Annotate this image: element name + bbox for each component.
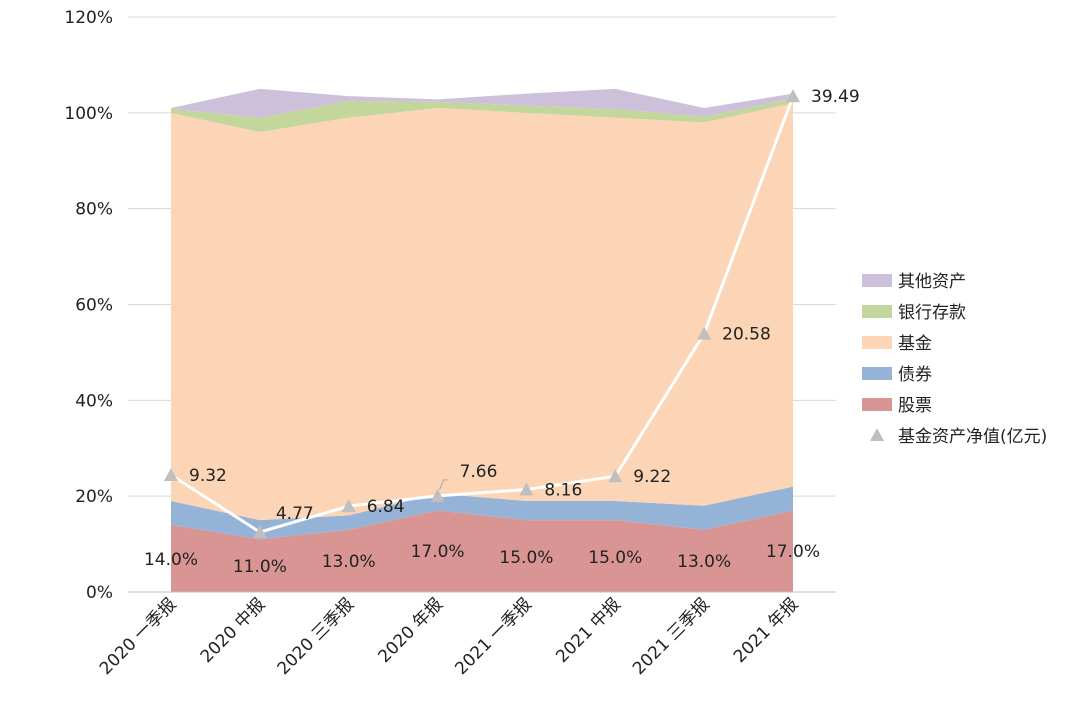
stock-data-label: 14.0% xyxy=(144,550,198,570)
legend-swatch xyxy=(862,336,892,349)
y-tick-label: 100% xyxy=(64,104,113,124)
nav-marker xyxy=(519,482,534,496)
y-tick-label: 0% xyxy=(86,583,113,603)
x-tick-label: 2021 三季报 xyxy=(629,594,714,679)
legend-swatch xyxy=(862,274,892,287)
legend-swatch xyxy=(862,305,892,318)
legend-label: 债券 xyxy=(898,365,932,385)
legend-label: 基金资产净值(亿元) xyxy=(898,427,1047,447)
x-tick-label: 2021 中报 xyxy=(552,594,625,667)
area-series-4 xyxy=(171,88,793,118)
y-tick-label: 40% xyxy=(75,391,113,411)
x-tick-label: 2020 一季报 xyxy=(96,594,181,679)
nav-marker xyxy=(430,488,445,502)
legend-swatch xyxy=(862,398,892,411)
legend-marker xyxy=(870,428,884,441)
leader-line xyxy=(439,479,448,491)
stock-data-label: 17.0% xyxy=(411,542,465,562)
legend-label: 股票 xyxy=(898,396,932,416)
x-tick-label: 2020 三季报 xyxy=(274,594,359,679)
legend-label: 银行存款 xyxy=(898,303,966,323)
stock-data-label: 15.0% xyxy=(588,548,642,568)
legend-swatch xyxy=(862,367,892,380)
area-series-3 xyxy=(171,98,793,132)
leader-line xyxy=(261,521,270,527)
nav-data-label: 9.22 xyxy=(633,467,671,487)
nav-line xyxy=(170,95,795,534)
nav-marker xyxy=(341,499,356,513)
nav-marker xyxy=(697,326,712,340)
nav-marker xyxy=(252,525,267,539)
area-series-2 xyxy=(171,103,793,521)
nav-marker xyxy=(786,89,800,103)
stock-data-label: 15.0% xyxy=(499,548,553,568)
y-tick-label: 80% xyxy=(75,200,113,220)
nav-data-label: 8.16 xyxy=(544,481,582,501)
stock-data-label: 17.0% xyxy=(766,542,820,562)
y-tick-label: 60% xyxy=(75,296,113,316)
nav-data-label: 9.32 xyxy=(189,466,227,486)
y-tick-label: 120% xyxy=(64,8,113,28)
legend-label: 其他资产 xyxy=(898,272,966,292)
nav-data-label: 6.84 xyxy=(367,497,405,517)
x-tick-label: 2021 年报 xyxy=(730,594,803,667)
legend-label: 基金 xyxy=(898,334,932,354)
nav-marker xyxy=(164,467,178,481)
stock-data-label: 13.0% xyxy=(322,552,376,572)
x-tick-label: 2020 中报 xyxy=(197,594,270,667)
nav-data-label: 7.66 xyxy=(460,462,498,482)
nav-data-label: 20.58 xyxy=(722,325,771,345)
nav-data-label: 39.49 xyxy=(811,87,860,107)
x-tick-label: 2021 一季报 xyxy=(451,594,536,679)
stock-data-label: 11.0% xyxy=(233,557,287,577)
stock-data-label: 13.0% xyxy=(677,552,731,572)
x-tick-label: 2020 年报 xyxy=(375,594,448,667)
area-series-1 xyxy=(171,486,793,540)
nav-data-label: 4.77 xyxy=(276,504,314,524)
nav-marker xyxy=(608,469,623,483)
y-tick-label: 20% xyxy=(75,487,113,507)
area-series-0 xyxy=(171,510,793,592)
